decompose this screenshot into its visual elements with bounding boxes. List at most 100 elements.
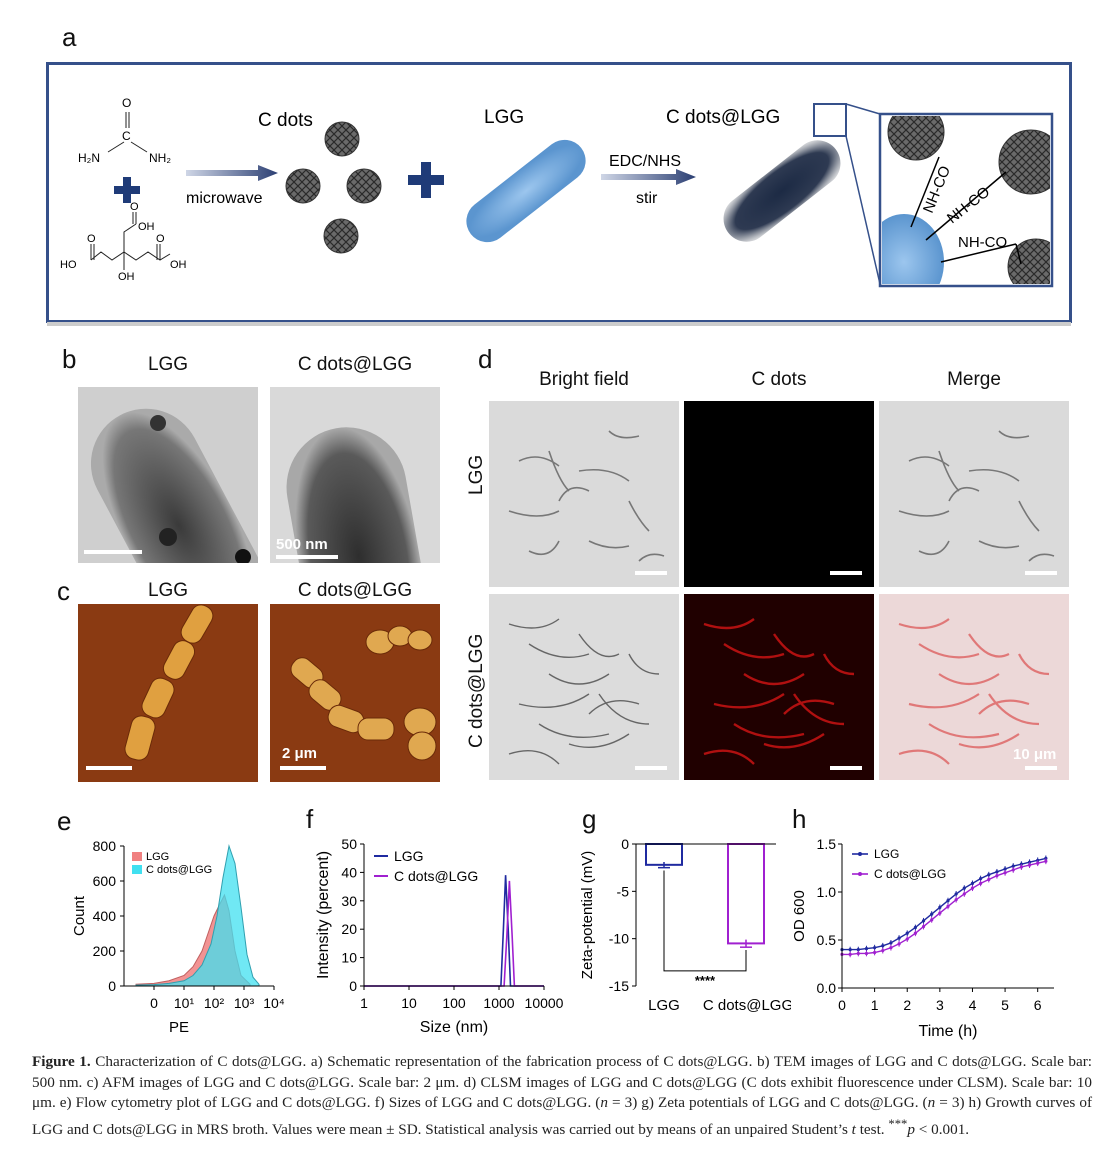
h-point	[913, 931, 917, 935]
f-ytick-label: 20	[341, 921, 357, 937]
h-point	[921, 924, 926, 929]
zoom-detail: NH-CO NH-CO NH-CO	[878, 112, 1054, 288]
afm-image-cdots-lgg: 2 μm	[270, 604, 440, 782]
f-xtick-label: 100	[442, 995, 466, 1011]
h-legend-marker-1	[858, 872, 862, 876]
h-point	[1019, 865, 1023, 869]
h-point	[905, 931, 909, 935]
h-point	[897, 936, 901, 940]
h-ytick-label: 0.5	[817, 932, 837, 948]
e-legend-swatch-0	[132, 852, 142, 861]
h-point	[913, 925, 917, 930]
citric-oh-1: OH	[138, 221, 155, 233]
h-point	[987, 877, 991, 882]
panel-b-header-cdots-lgg: C dots@LGG	[297, 354, 413, 375]
afm-scale-bar-cdots	[280, 766, 326, 770]
c-dots-lgg-bacterium-icon	[723, 140, 841, 242]
g-category-label: C dots@LGG	[703, 997, 791, 1014]
g-category-label: LGG	[648, 997, 680, 1014]
f-ytick-label: 10	[341, 950, 357, 966]
h-point	[1011, 864, 1015, 868]
chart-size: 0 10 20 30 40 50 1 10 100 1000 10000 Size (nm) Inten…	[315, 836, 564, 1036]
c-dot-icons	[285, 121, 382, 254]
citric-o-1: O	[130, 201, 139, 213]
h-point	[889, 946, 893, 950]
citric-o-3: O	[156, 233, 165, 245]
h-xlabel: Time (h)	[919, 1023, 978, 1040]
h-ylabel: OD 600	[791, 890, 808, 942]
e-xtick-label: 10²	[204, 995, 225, 1011]
citric-acid-structure	[90, 212, 171, 270]
h-xtick-label: 3	[936, 997, 944, 1013]
h-point	[970, 881, 975, 885]
h-point	[848, 952, 852, 956]
panel-d-col-cdots: C dots	[751, 369, 807, 390]
g-bar-0	[645, 843, 683, 866]
h-point	[1044, 859, 1048, 863]
afm-image-lgg	[78, 604, 258, 782]
e-legend-swatch-1	[132, 865, 142, 874]
clsm-scale-bar-6	[1025, 766, 1057, 770]
f-xtick-label: 1000	[483, 995, 514, 1011]
h-point	[930, 912, 934, 916]
zoom-box	[813, 103, 847, 137]
f-series-0	[364, 875, 544, 987]
edc-arrow-icon	[601, 169, 696, 185]
g-ytick-label: 0	[621, 836, 629, 852]
h-point	[881, 948, 885, 953]
hist-series-1	[135, 844, 260, 987]
g-ylabel: Zeta-potential (mV)	[579, 851, 596, 979]
afm-scale-label: 2 μm	[282, 745, 318, 762]
f-series-1	[364, 880, 544, 987]
caption-text: Characterization of C dots@LGG. a) Schem…	[32, 1053, 1093, 1138]
h-xtick-label: 1	[871, 997, 879, 1013]
h-point	[864, 951, 869, 956]
panel-d-row-cdots-lgg: C dots@LGG	[466, 633, 487, 748]
clsm-scale-bar-4	[635, 766, 667, 770]
h-point	[962, 892, 966, 896]
g-significance-label: ****	[695, 973, 716, 988]
clsm-scale-bar-5	[830, 766, 862, 770]
clsm-cdots-cdots-lgg	[684, 594, 874, 780]
h-point	[873, 946, 877, 950]
clsm-bright-cdots-lgg	[489, 594, 679, 780]
e-xtick-label: 0	[150, 995, 158, 1011]
h-legend-label-1: C dots@LGG	[874, 867, 946, 881]
panel-label-b: b	[62, 344, 77, 374]
h-xtick-label: 0	[838, 997, 846, 1013]
citric-oh-3: OH	[118, 271, 135, 283]
e-ytick-label: 800	[93, 838, 117, 854]
panel-b-header-lgg: LGG	[147, 354, 189, 375]
h-xtick-label: 4	[969, 997, 977, 1013]
h-point	[1003, 871, 1007, 875]
h-xtick-label: 6	[1034, 997, 1042, 1013]
h-point	[938, 905, 942, 909]
f-xlabel: Size (nm)	[420, 1019, 488, 1036]
panel-label-f: f	[306, 804, 314, 834]
clsm-scale-bar-3	[1025, 571, 1057, 575]
f-xtick-label: 10000	[525, 995, 564, 1011]
h-ytick-label: 1.5	[817, 836, 837, 852]
h-point	[873, 950, 877, 955]
e-xtick-label: 10⁴	[263, 995, 285, 1011]
h-point	[954, 892, 958, 896]
panel-c-header-cdots-lgg: C dots@LGG	[297, 580, 413, 601]
c-dots-label: C dots	[258, 110, 313, 131]
e-xtick-label: 10³	[234, 995, 255, 1011]
h-point	[938, 911, 942, 915]
chart-zeta: **** 0 -5 -10 -15 LGG C dots@LGG Zeta-potential…	[579, 836, 791, 1014]
afm-scale-bar-lgg	[86, 766, 132, 770]
clsm-merge-lgg	[879, 401, 1069, 587]
h-point	[1036, 861, 1040, 865]
plus-icon-1	[114, 177, 140, 203]
f-ytick-label: 40	[341, 864, 357, 880]
urea-c: C	[122, 129, 131, 143]
f-legend-label-1: C dots@LGG	[394, 868, 478, 884]
h-point	[954, 898, 958, 902]
figure-caption: Figure 1. Characterization of C dots@LGG…	[32, 1052, 1092, 1140]
clsm-cdots-lgg	[684, 401, 874, 587]
h-point	[946, 899, 950, 903]
h-point	[864, 947, 869, 951]
clsm-scale-label: 10 μm	[1013, 746, 1057, 763]
